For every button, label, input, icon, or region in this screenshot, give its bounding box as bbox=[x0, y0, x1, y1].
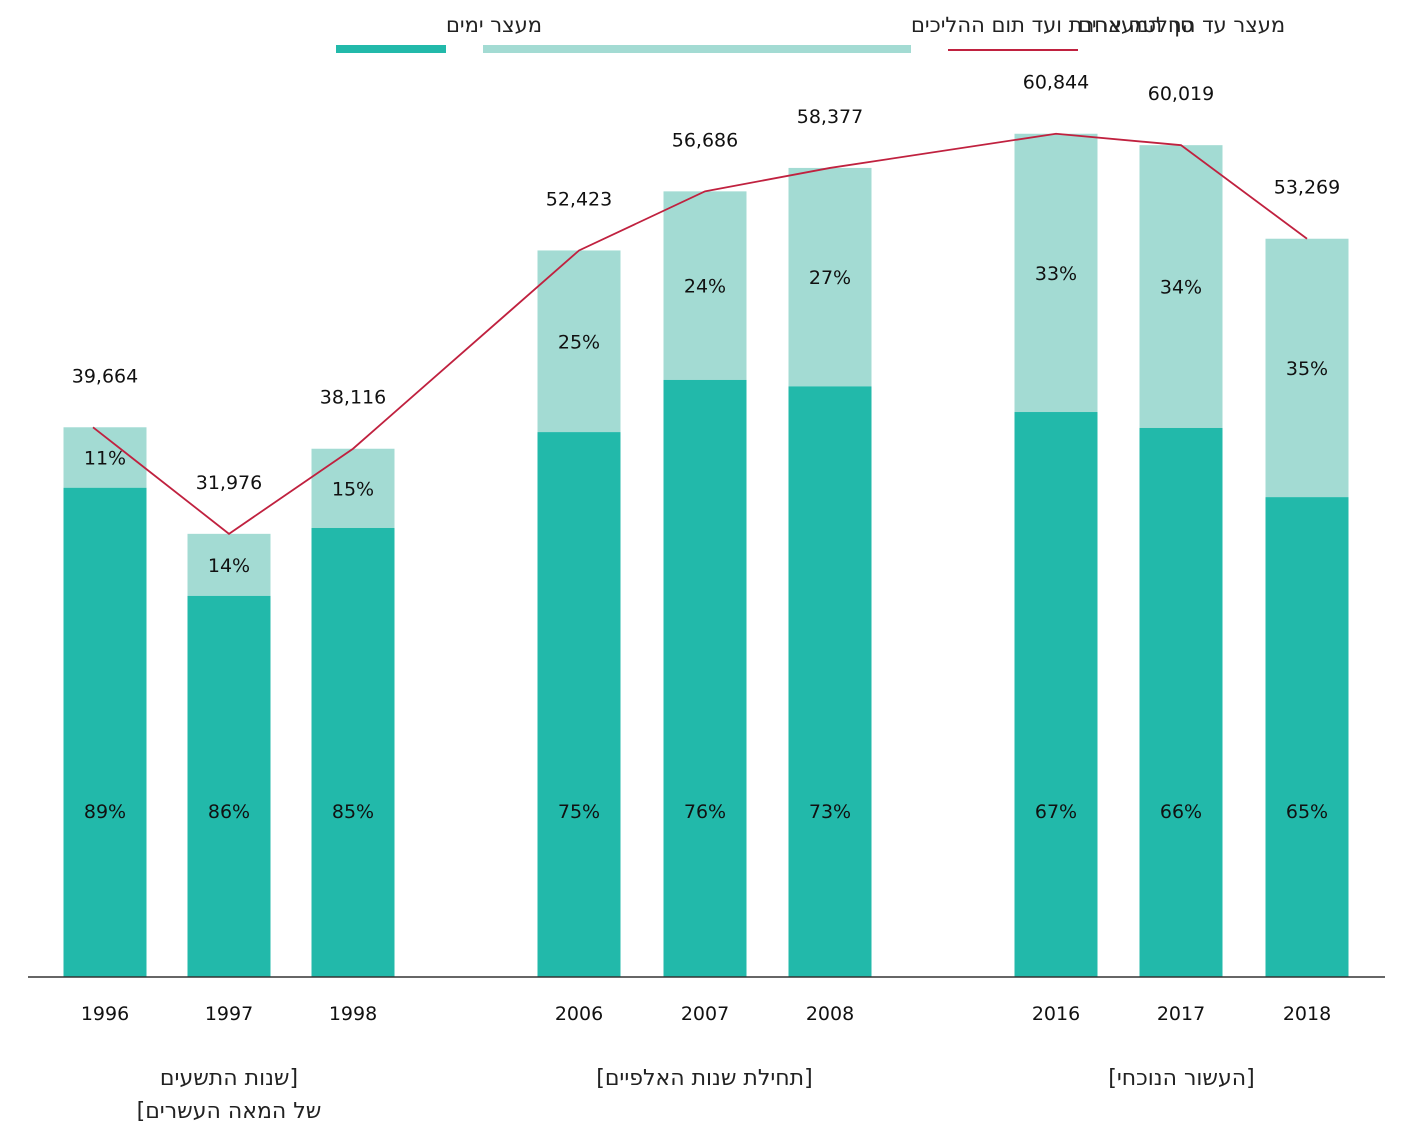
total-label-2006: 52,423 bbox=[546, 188, 612, 210]
total-label-2016: 60,844 bbox=[1023, 72, 1089, 94]
total-label-2008: 58,377 bbox=[797, 106, 863, 128]
x-tick-label-2008: 2008 bbox=[806, 1003, 854, 1025]
bar-bottom-1996 bbox=[63, 487, 147, 977]
legend-label-1: סך המעצרים bbox=[1078, 13, 1194, 37]
bar-bottom-2007 bbox=[663, 379, 747, 977]
x-tick-label-2006: 2006 bbox=[555, 1003, 603, 1025]
pct-label-bottom-2016: 67% bbox=[1035, 801, 1077, 823]
bar-upper-2017 bbox=[1139, 145, 1223, 428]
pct-label-upper-2007: 24% bbox=[684, 276, 726, 298]
pct-label-bottom-1996: 89% bbox=[84, 801, 126, 823]
bar-upper-1997 bbox=[187, 533, 271, 596]
legend-label-3: מעצר ימים bbox=[446, 13, 542, 37]
legend-swatch-2 bbox=[483, 45, 911, 53]
pct-label-bottom-2006: 75% bbox=[558, 801, 600, 823]
bar-upper-2008 bbox=[788, 167, 872, 387]
pct-label-upper-2018: 35% bbox=[1286, 358, 1328, 380]
total-label-2007: 56,686 bbox=[672, 129, 738, 151]
x-tick-label-2007: 2007 bbox=[681, 1003, 729, 1025]
x-tick-label-2018: 2018 bbox=[1283, 1003, 1331, 1025]
total-label-1996: 39,664 bbox=[72, 365, 138, 387]
pct-label-upper-2008: 27% bbox=[809, 267, 851, 289]
bar-upper-1998 bbox=[311, 448, 395, 528]
pct-label-upper-2016: 33% bbox=[1035, 263, 1077, 285]
legend-swatch-3 bbox=[336, 45, 446, 53]
x-tick-label-1998: 1998 bbox=[329, 1003, 377, 1025]
pct-label-bottom-1997: 86% bbox=[208, 801, 250, 823]
bar-upper-2007 bbox=[663, 191, 747, 380]
total-label-2017: 60,019 bbox=[1148, 83, 1214, 105]
x-tick-label-2017: 2017 bbox=[1157, 1003, 1205, 1025]
x-tick-label-1997: 1997 bbox=[205, 1003, 253, 1025]
pct-label-upper-1998: 15% bbox=[332, 478, 374, 500]
total-label-2018: 53,269 bbox=[1274, 177, 1340, 199]
x-tick-label-1996: 1996 bbox=[81, 1003, 129, 1025]
total-line-series bbox=[92, 132, 1308, 535]
group-label-2-line-1: [תחילת שנות האלפיים] bbox=[596, 1066, 812, 1091]
pct-label-bottom-2007: 76% bbox=[684, 801, 726, 823]
bar-bottom-2016 bbox=[1014, 412, 1098, 977]
group-label-3-line-1: [העשור הנוכחי] bbox=[1108, 1066, 1254, 1091]
bar-bottom-1998 bbox=[311, 527, 395, 977]
pct-label-upper-1996: 11% bbox=[84, 448, 126, 470]
bar-upper-2006 bbox=[537, 250, 621, 433]
pct-label-upper-1997: 14% bbox=[208, 555, 250, 577]
x-tick-label-2016: 2016 bbox=[1032, 1003, 1080, 1025]
pct-label-bottom-2018: 65% bbox=[1286, 801, 1328, 823]
total-label-1997: 31,976 bbox=[196, 472, 262, 494]
total-label-1998: 38,116 bbox=[320, 387, 386, 409]
bar-bottom-2006 bbox=[537, 432, 621, 977]
bar-bottom-2017 bbox=[1139, 427, 1223, 977]
legend-label-2: מעצר עד החלטה אחרת ועד תום ההליכים bbox=[911, 13, 1285, 37]
bar-upper-2018 bbox=[1265, 238, 1349, 498]
pct-label-upper-2017: 34% bbox=[1160, 277, 1202, 299]
bar-upper-2016 bbox=[1014, 133, 1098, 413]
pct-label-bottom-1998: 85% bbox=[332, 801, 374, 823]
pct-label-bottom-2008: 73% bbox=[809, 801, 851, 823]
pct-label-upper-2006: 25% bbox=[558, 331, 600, 353]
group-label-1-line-1: [שנות התשעים bbox=[160, 1066, 298, 1091]
group-label-1-line-2: של המאה העשרים] bbox=[137, 1099, 322, 1124]
bar-bottom-2018 bbox=[1265, 497, 1349, 977]
pct-label-bottom-2017: 66% bbox=[1160, 801, 1202, 823]
bar-bottom-2008 bbox=[788, 386, 872, 978]
bar-bottom-1997 bbox=[187, 595, 271, 977]
